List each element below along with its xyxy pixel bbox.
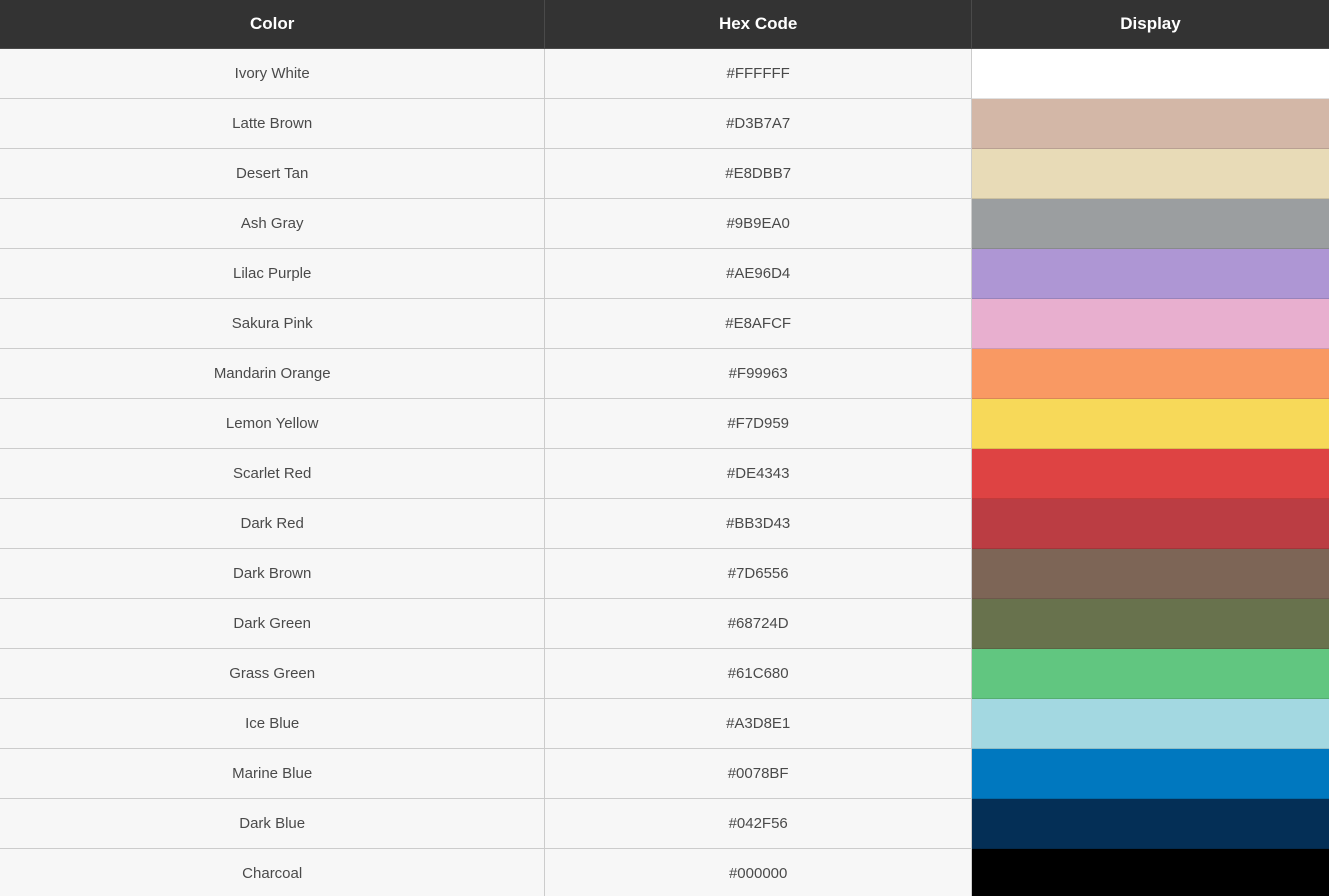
color-name-cell: Dark Green — [0, 598, 546, 649]
hex-code-cell: #F99963 — [544, 348, 972, 399]
header-row: Color Hex Code Display — [0, 0, 1329, 49]
color-name-cell: Mandarin Orange — [0, 348, 546, 399]
table-row: Ash Gray #9B9EA0 — [0, 198, 1329, 249]
table-row: Dark Red #BB3D43 — [0, 498, 1329, 549]
hex-code-cell: #BB3D43 — [544, 498, 972, 549]
column-header-display: Display — [970, 0, 1329, 49]
table-row: Ivory White #FFFFFF — [0, 48, 1329, 99]
table-row: Ice Blue #A3D8E1 — [0, 698, 1329, 749]
color-name-cell: Charcoal — [0, 848, 546, 896]
table-row: Scarlet Red #DE4343 — [0, 448, 1329, 499]
table-row: Desert Tan #E8DBB7 — [0, 148, 1329, 199]
color-swatch — [970, 598, 1329, 649]
table-header: Color Hex Code Display — [0, 0, 1329, 49]
color-swatch — [970, 398, 1329, 449]
table-row: Dark Green #68724D — [0, 598, 1329, 649]
color-name-cell: Dark Brown — [0, 548, 546, 599]
hex-code-cell: #9B9EA0 — [544, 198, 972, 249]
color-name-cell: Dark Blue — [0, 798, 546, 849]
color-name-cell: Desert Tan — [0, 148, 546, 199]
color-swatch — [970, 448, 1329, 499]
color-swatch — [970, 498, 1329, 549]
color-name-cell: Ice Blue — [0, 698, 546, 749]
hex-code-cell: #AE96D4 — [544, 248, 972, 299]
table-row: Lilac Purple #AE96D4 — [0, 248, 1329, 299]
color-swatch — [970, 748, 1329, 799]
hex-code-cell: #E8DBB7 — [544, 148, 972, 199]
color-name-cell: Lilac Purple — [0, 248, 546, 299]
color-swatch — [970, 248, 1329, 299]
color-swatch — [970, 198, 1329, 249]
color-swatch — [970, 298, 1329, 349]
table-row: Dark Brown #7D6556 — [0, 548, 1329, 599]
color-name-cell: Marine Blue — [0, 748, 546, 799]
color-swatch — [970, 98, 1329, 149]
color-name-cell: Latte Brown — [0, 98, 546, 149]
hex-code-cell: #7D6556 — [544, 548, 972, 599]
table-row: Marine Blue #0078BF — [0, 748, 1329, 799]
color-table-body: Ivory White #FFFFFF Latte Brown #D3B7A7 … — [0, 48, 1329, 896]
table-row: Grass Green #61C680 — [0, 648, 1329, 699]
color-swatch — [970, 848, 1329, 896]
hex-code-cell: #DE4343 — [544, 448, 972, 499]
hex-code-cell: #000000 — [544, 848, 972, 896]
color-name-cell: Ash Gray — [0, 198, 546, 249]
color-swatch — [970, 548, 1329, 599]
hex-code-cell: #D3B7A7 — [544, 98, 972, 149]
hex-code-cell: #FFFFFF — [544, 48, 972, 99]
color-swatch — [970, 798, 1329, 849]
hex-code-cell: #E8AFCF — [544, 298, 972, 349]
table-row: Latte Brown #D3B7A7 — [0, 98, 1329, 149]
hex-code-cell: #61C680 — [544, 648, 972, 699]
hex-code-cell: #042F56 — [544, 798, 972, 849]
table-row: Dark Blue #042F56 — [0, 798, 1329, 849]
color-name-cell: Grass Green — [0, 648, 546, 699]
column-header-color: Color — [0, 0, 546, 49]
table-row: Lemon Yellow #F7D959 — [0, 398, 1329, 449]
color-name-cell: Ivory White — [0, 48, 546, 99]
hex-code-cell: #0078BF — [544, 748, 972, 799]
color-swatch — [970, 148, 1329, 199]
hex-code-cell: #A3D8E1 — [544, 698, 972, 749]
table-row: Sakura Pink #E8AFCF — [0, 298, 1329, 349]
color-swatch — [970, 698, 1329, 749]
color-name-cell: Lemon Yellow — [0, 398, 546, 449]
color-name-cell: Dark Red — [0, 498, 546, 549]
column-header-hex-code: Hex Code — [544, 0, 972, 49]
color-swatch — [970, 648, 1329, 699]
color-name-cell: Scarlet Red — [0, 448, 546, 499]
hex-code-cell: #F7D959 — [544, 398, 972, 449]
table-row: Mandarin Orange #F99963 — [0, 348, 1329, 399]
hex-code-cell: #68724D — [544, 598, 972, 649]
color-swatch — [970, 48, 1329, 99]
table-row: Charcoal #000000 — [0, 848, 1329, 896]
color-name-cell: Sakura Pink — [0, 298, 546, 349]
color-swatch — [970, 348, 1329, 399]
